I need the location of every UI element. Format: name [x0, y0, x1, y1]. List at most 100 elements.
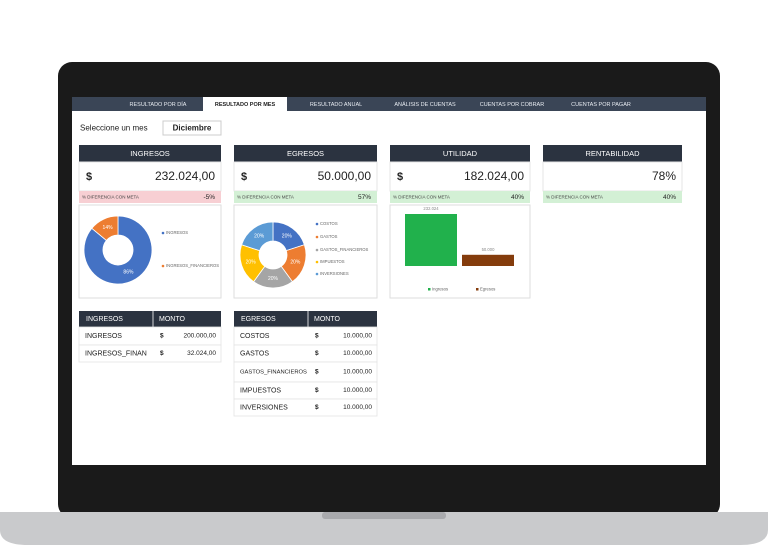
pie-slice	[91, 215, 119, 242]
tab[interactable]: RESULTADO POR MES	[215, 102, 276, 108]
legend-label: INVERSIONES	[320, 271, 349, 276]
legend-marker	[315, 235, 319, 239]
card-diff-row	[79, 191, 221, 203]
table-cell: 10.000,00	[343, 404, 372, 411]
card-diff-row	[390, 191, 530, 203]
bar-label: 50.000	[482, 247, 495, 252]
table-cell: COSTOS	[240, 333, 270, 340]
card-title: RENTABILIDAD	[585, 149, 640, 158]
table-header-cell: INGRESOS	[86, 316, 123, 323]
table-cell: $	[160, 333, 164, 340]
legend-marker	[428, 288, 431, 291]
slice-label: 20%	[254, 233, 265, 239]
slice-label: 20%	[246, 260, 257, 266]
bar	[405, 214, 457, 266]
table-cell: INVERSIONES	[240, 404, 288, 411]
card-amount-row	[542, 161, 683, 192]
table-cell: 200.000,00	[183, 333, 216, 340]
card-currency: $	[86, 171, 92, 183]
card-diff-row	[543, 191, 682, 203]
card-diff-value: -5%	[203, 194, 215, 201]
slice-label: 20%	[282, 233, 293, 239]
table-cell: $	[315, 369, 319, 376]
legend-label: Ingresos	[432, 287, 448, 292]
slice-label: 86%	[123, 269, 134, 275]
legend-label: GASTOS	[320, 234, 338, 239]
card-amount: 78%	[652, 169, 676, 183]
card-currency: $	[397, 171, 403, 183]
table-cell: GASTOS	[240, 350, 269, 357]
table-cell: 10.000,00	[343, 387, 372, 394]
table-header-cell: MONTO	[159, 316, 185, 323]
table-cell: INGRESOS_FINAN	[85, 350, 147, 357]
table-cell: $	[315, 350, 319, 357]
card-header	[234, 145, 377, 162]
tab[interactable]: CUENTAS POR COBRAR	[480, 102, 544, 108]
card-amount: 182.024,00	[464, 169, 524, 183]
slice-label: 14%	[103, 225, 114, 231]
table-cell: $	[315, 333, 319, 340]
table-cell: 10.000,00	[343, 350, 372, 357]
card-diff-value: 40%	[511, 194, 524, 201]
card-amount-row	[389, 161, 531, 192]
legend-label: INGRESOS_FINANCIEROS	[166, 263, 219, 268]
pie-slice	[241, 221, 274, 252]
laptop-base	[0, 512, 768, 545]
table-header	[234, 311, 377, 327]
slice-label: 20%	[268, 276, 279, 282]
table-header-cell: EGRESOS	[241, 316, 276, 323]
table-header	[79, 311, 221, 327]
card-currency: $	[241, 171, 247, 183]
table-row	[233, 398, 378, 417]
table-header-cell: MONTO	[314, 316, 340, 323]
legend-marker	[315, 272, 319, 276]
legend-label: INGRESOS	[166, 230, 188, 235]
pie-slice	[83, 215, 153, 285]
card-title: EGRESOS	[287, 149, 324, 158]
legend-label: GASTOS_FINANCIEROS	[320, 247, 369, 252]
card-amount: 50.000,00	[318, 169, 372, 183]
card-amount: 232.024,00	[155, 169, 215, 183]
active-tab-bg	[203, 97, 287, 111]
slice-label: 20%	[290, 260, 301, 266]
bar-label: 232.024	[423, 206, 439, 211]
table-cell: $	[315, 404, 319, 411]
card-diff-label: % DIFERENCIA CON META	[237, 195, 294, 200]
card-header	[390, 145, 530, 162]
card-header	[79, 145, 221, 162]
card-diff-row	[234, 191, 377, 203]
card-diff-value: 40%	[663, 194, 676, 201]
tab[interactable]: CUENTAS POR PAGAR	[571, 102, 631, 108]
table-row	[78, 344, 222, 363]
legend-marker	[315, 248, 319, 252]
legend-label: IMPUESTOS	[320, 259, 345, 264]
table-cell: 32.024,00	[187, 350, 216, 357]
table-cell: 10.000,00	[343, 333, 372, 340]
legend-marker	[315, 260, 319, 264]
tab[interactable]: RESULTADO ANUAL	[310, 102, 362, 108]
selector-box[interactable]	[162, 120, 222, 136]
legend-marker	[161, 231, 165, 235]
legend-label: Egresos	[480, 287, 495, 292]
card-diff-label: % DIFERENCIA CON META	[546, 195, 603, 200]
tab[interactable]: ANÁLISIS DE CUENTAS	[394, 101, 456, 108]
table-cell: $	[160, 350, 164, 357]
legend-marker	[161, 264, 165, 268]
card-amount-row	[78, 161, 222, 192]
card-title: UTILIDAD	[443, 149, 478, 158]
card-diff-label: % DIFERENCIA CON META	[393, 195, 450, 200]
card-title: INGRESOS	[130, 149, 170, 158]
card-header	[543, 145, 682, 162]
selector-value[interactable]: Diciembre	[173, 124, 212, 133]
table-cell: $	[315, 387, 319, 394]
legend-label: COSTOS	[320, 221, 338, 226]
bar	[462, 254, 514, 266]
tab[interactable]: RESULTADO POR DÍA	[130, 101, 187, 108]
selector-label: Seleccione un mes	[80, 124, 148, 133]
table-cell: INGRESOS	[85, 333, 122, 340]
table-cell: 10.000,00	[343, 369, 372, 376]
table-cell: IMPUESTOS	[240, 387, 281, 394]
legend-marker	[315, 222, 319, 226]
laptop-notch	[322, 512, 446, 519]
